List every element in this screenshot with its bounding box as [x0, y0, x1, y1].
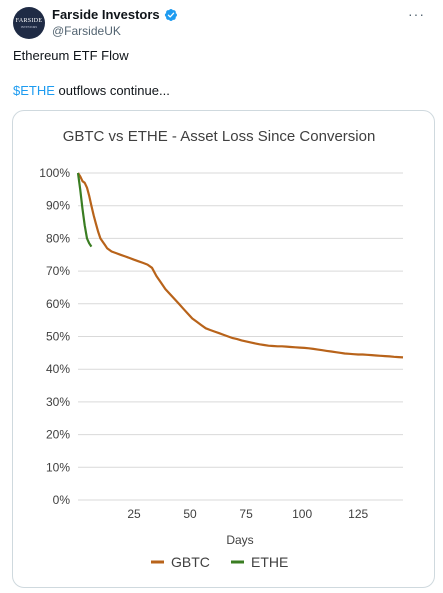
author-row: Farside Investors: [52, 7, 178, 23]
tweet-text-line2: $ETHE outflows continue...: [13, 83, 170, 99]
chart-grid: [78, 172, 403, 501]
tweet-text-rest: outflows continue...: [54, 83, 170, 98]
legend-label-gbtc: GBTC: [171, 554, 210, 570]
chart-series: [76, 172, 404, 359]
y-tick-label: 90%: [46, 199, 70, 213]
y-tick-label: 60%: [46, 297, 70, 311]
y-tick-label: 0%: [53, 493, 71, 507]
x-tick-label: 100: [292, 507, 312, 521]
author-display-name[interactable]: Farside Investors: [52, 7, 160, 22]
y-tick-label: 50%: [46, 330, 70, 344]
x-axis-label: Days: [226, 533, 253, 547]
chart-title: GBTC vs ETHE - Asset Loss Since Conversi…: [63, 128, 376, 145]
tweet-text-line1: Ethereum ETF Flow: [13, 48, 129, 63]
chart: GBTC vs ETHE - Asset Loss Since Conversi…: [39, 128, 404, 570]
x-axis-ticks: 25 50 75 100 125: [127, 507, 368, 521]
avatar-text: FARSIDE: [15, 17, 43, 24]
series-line-ethe: [76, 172, 93, 248]
cashtag-link[interactable]: $ETHE: [13, 83, 55, 98]
y-tick-label: 80%: [46, 231, 70, 245]
avatar-subtext: INVESTORS: [20, 24, 38, 29]
x-tick-label: 125: [348, 507, 368, 521]
author-handle[interactable]: @FarsideUK: [52, 24, 121, 38]
y-tick-label: 10%: [46, 460, 70, 474]
y-axis-ticks: 0% 10% 20% 30% 40% 50% 60% 70% 80% 90% 100%: [39, 166, 70, 507]
avatar[interactable]: FARSIDE INVESTORS: [13, 7, 45, 39]
more-options-icon[interactable]: ···: [408, 6, 425, 22]
y-tick-label: 30%: [46, 395, 70, 409]
x-tick-label: 25: [127, 507, 141, 521]
chart-image[interactable]: GBTC vs ETHE - Asset Loss Since Conversi…: [12, 110, 435, 588]
y-tick-label: 20%: [46, 428, 70, 442]
x-tick-label: 75: [239, 507, 253, 521]
x-tick-label: 50: [183, 507, 197, 521]
legend-label-ethe: ETHE: [251, 554, 288, 570]
verified-badge-icon[interactable]: [164, 8, 178, 22]
series-line-gbtc: [77, 172, 404, 359]
y-tick-label: 100%: [39, 166, 70, 180]
y-tick-label: 70%: [46, 264, 70, 278]
y-tick-label: 40%: [46, 362, 70, 376]
chart-legend: GBTC ETHE: [151, 554, 288, 570]
